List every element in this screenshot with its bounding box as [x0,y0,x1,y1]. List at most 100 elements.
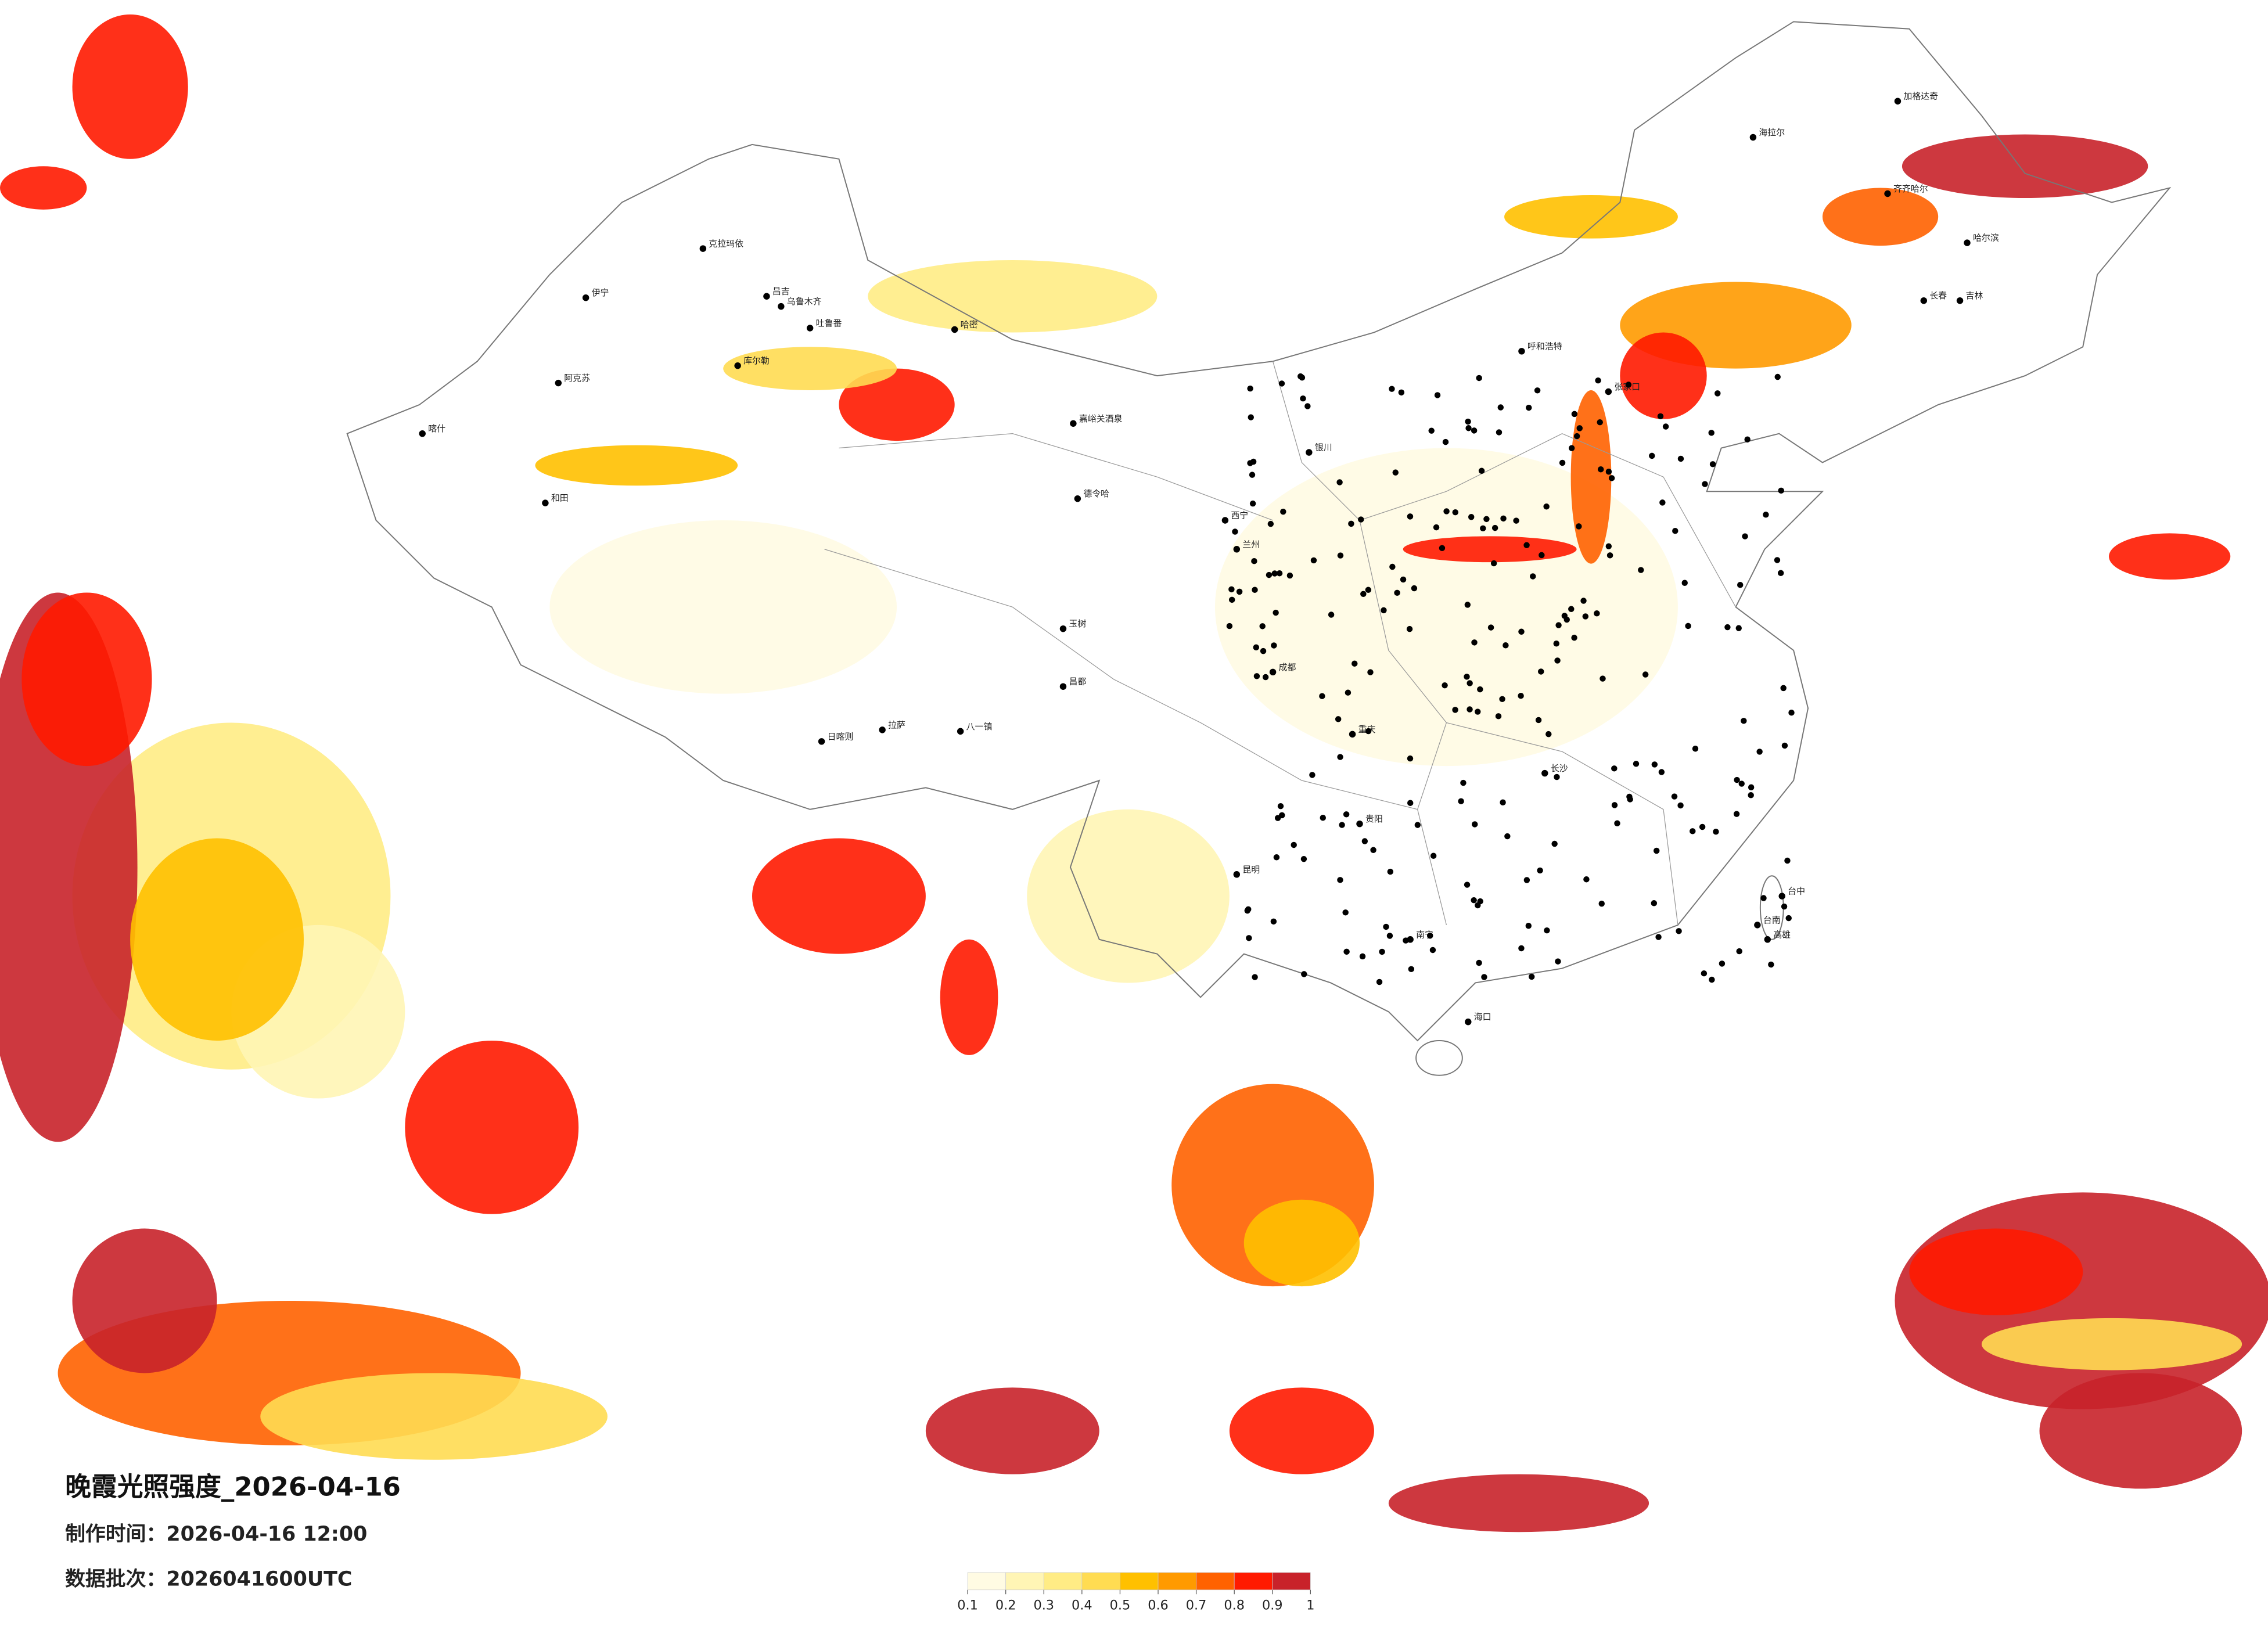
city-dot [1785,915,1792,922]
city-dot [1339,822,1345,828]
intensity-patch [1909,1228,2083,1315]
city-dot [1464,882,1471,888]
city-label: 海拉尔 [1759,127,1785,138]
city-dot [1442,438,1449,445]
intensity-patch [535,445,738,486]
city-dot [1774,373,1781,380]
city-dot [1778,487,1784,494]
city-dot [1561,613,1568,619]
city-dot [1733,811,1740,817]
city-dot [1555,622,1562,628]
intensity-patch [260,1373,608,1460]
colorbar-tick-label: 0.1 [957,1598,978,1613]
city-dot [1748,792,1754,798]
intensity-patch [925,1387,1099,1474]
city-label: 克拉玛依 [709,239,743,249]
city-dot [1262,674,1269,681]
city-dot [1576,425,1583,431]
city-dot [1699,823,1706,830]
city-dot [1523,542,1530,549]
city-dot [1735,625,1742,631]
city-dot [1356,820,1363,828]
city-dot [1611,802,1618,808]
city-dot [1534,387,1541,394]
city-label: 昌都 [1069,677,1086,687]
city-dot [1360,591,1367,598]
city-label: 玉树 [1069,618,1086,629]
city-label: 加格达奇 [1903,91,1938,102]
city-dot [1555,958,1561,965]
city-dot [1657,413,1664,420]
city-dot [1659,499,1666,506]
city-dot [1920,297,1928,304]
city-dot [1232,528,1238,535]
city-dot [1477,898,1483,905]
city-dot [1359,953,1366,960]
city-dot [1376,979,1383,985]
city-dot [1361,838,1368,844]
city-dot [1253,673,1260,679]
city-dot [1267,520,1274,527]
city-dot [1059,625,1067,632]
intensity-patch [1214,448,1678,767]
city-dot [419,430,426,437]
city-dot [1398,389,1405,396]
city-dot [1465,1018,1472,1026]
city-dot [699,245,707,252]
city-label: 海口 [1474,1012,1491,1022]
city-dot [1760,895,1767,901]
city-dot [1365,728,1372,735]
city-label: 哈尔滨 [1973,233,1999,243]
city-label: 台南 [1763,915,1781,925]
city-dot [1429,947,1436,954]
city-dot [1614,820,1620,826]
city-dot [582,294,590,301]
intensity-patch [72,1228,217,1373]
city-dot [1715,390,1721,397]
intensity-patch [1570,390,1612,564]
city-dot [1742,533,1748,539]
city-dot [1320,814,1326,821]
colorbar: 0.1 0.2 0.3 0.4 0.5 0.6 0.7 0.8 0.9 1 [957,1572,1314,1613]
city-dot [1480,525,1486,532]
city-dot [1403,937,1409,944]
city-label: 高雄 [1773,929,1791,940]
city-label: 阿克苏 [564,373,590,383]
city-dot [1365,587,1372,593]
city-dot [1414,822,1421,828]
city-dot [1407,513,1414,520]
intensity-patch [1504,195,1678,239]
city-dot [1233,871,1241,878]
city-dot [1349,731,1356,738]
city-label: 呼和浩特 [1527,341,1562,351]
city-dot [1428,427,1435,434]
city-dot [778,303,785,310]
city-dot [1407,800,1414,806]
city-dot [818,738,825,745]
city-label: 台中 [1788,886,1805,897]
city-dot [1559,459,1566,466]
map-title: 晚霞光照强度_2026-04-16 [65,1472,401,1502]
city-dot [1233,546,1241,553]
city-label: 伊宁 [592,287,609,298]
city-dot [1430,852,1437,859]
china-outline [346,21,2172,1042]
city-label: 拉萨 [888,720,905,730]
city-label: 银川 [1315,443,1332,453]
colorbar-swatch [1043,1572,1083,1591]
city-dot [1709,461,1716,467]
colorbar-swatch [1081,1572,1120,1591]
city-dot [1964,239,1971,246]
city-dot [1259,623,1266,629]
city-dot [1336,479,1343,485]
city-dot [1662,423,1669,430]
city-dot [1467,706,1473,713]
city-dot [1343,811,1350,818]
city-dot [1724,624,1731,631]
city-dot [1571,411,1578,418]
city-dot [1310,557,1317,564]
city-dot [1497,404,1504,411]
city-dot [1894,98,1902,105]
city-dot [1074,495,1081,502]
city-dot [1299,374,1306,381]
